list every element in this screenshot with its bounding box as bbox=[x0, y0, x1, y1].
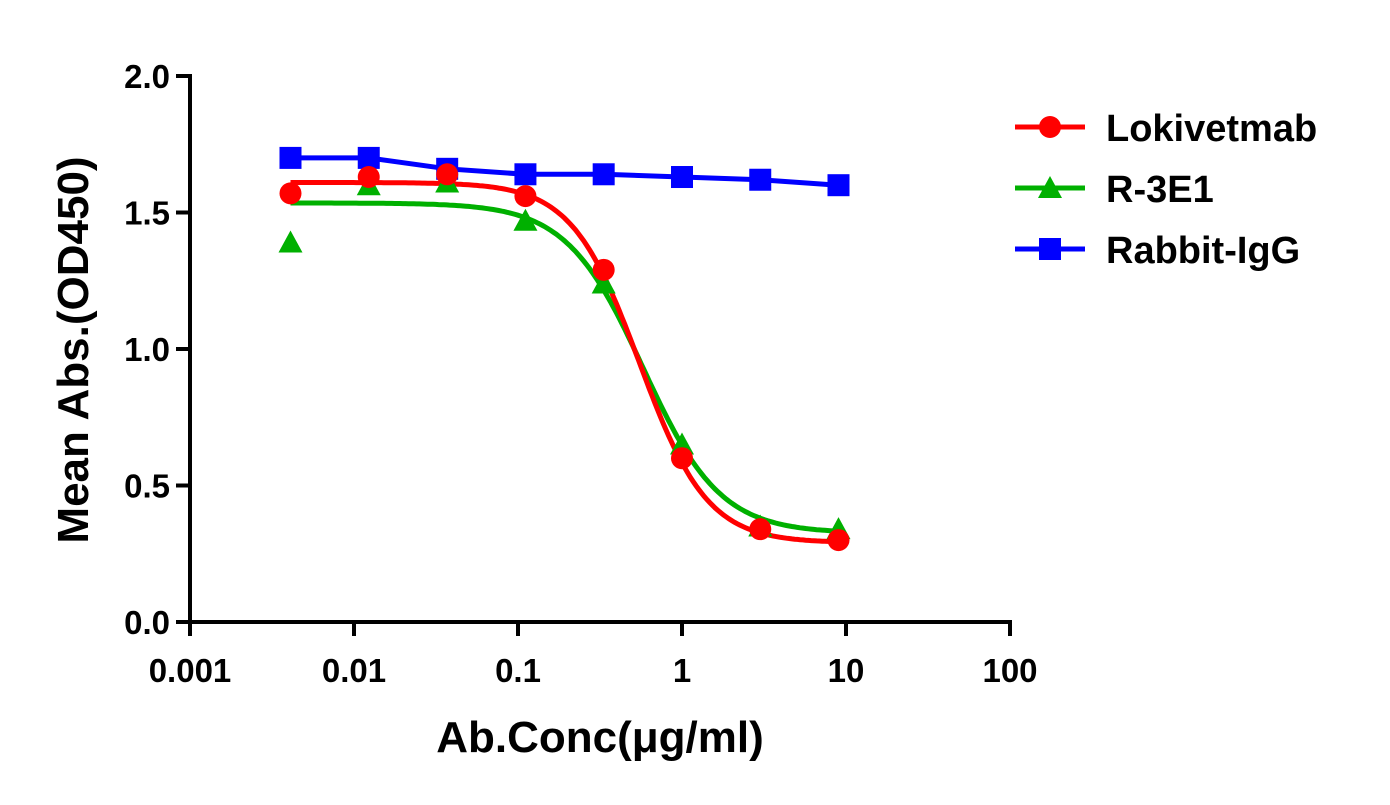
x-tick-label: 0.1 bbox=[495, 652, 541, 689]
legend-square-icon bbox=[1039, 238, 1061, 260]
data-point-rabbit-igg bbox=[357, 146, 380, 169]
y-tick-label: 2.0 bbox=[124, 58, 170, 95]
legend-item-r-3e1: R-3E1 bbox=[1015, 169, 1214, 211]
y-ticks: 0.0 0.5 1.0 1.5 2.0 bbox=[124, 58, 190, 641]
y-tick-label: 0.0 bbox=[124, 604, 170, 641]
data-point-lokivetmab bbox=[357, 166, 380, 189]
data-point-rabbit-igg bbox=[592, 163, 615, 186]
data-point-rabbit-igg bbox=[671, 166, 693, 189]
x-tick-label: 0.01 bbox=[322, 652, 386, 689]
y-tick-label: 0.5 bbox=[124, 468, 170, 505]
series-line-lokivetmab bbox=[290, 180, 839, 545]
x-axis-label: Ab.Conc(μg/ml) bbox=[436, 713, 764, 762]
x-tick-label: 1 bbox=[673, 652, 691, 689]
legend-label: R-3E1 bbox=[1106, 169, 1214, 211]
x-tick-label: 100 bbox=[982, 652, 1037, 689]
x-tick-label: 0.001 bbox=[149, 652, 232, 689]
legend-circle-icon bbox=[1039, 116, 1061, 138]
x-ticks: 0.001 0.01 0.1 1 10 100 bbox=[149, 622, 1038, 689]
data-point-r-3e1 bbox=[278, 230, 303, 253]
data-point-r-3e1 bbox=[591, 271, 616, 294]
legend-item-rabbit-igg: Rabbit-IgG bbox=[1015, 230, 1300, 272]
legend-item-lokivetmab: Lokivetmab bbox=[1015, 108, 1317, 150]
data-point-lokivetmab bbox=[749, 518, 772, 541]
legend-label: Rabbit-IgG bbox=[1106, 230, 1300, 272]
data-point-lokivetmab bbox=[671, 447, 693, 470]
legend-triangle-icon bbox=[1038, 176, 1062, 198]
series-line-rabbit-igg bbox=[290, 155, 839, 188]
legend-label: Lokivetmab bbox=[1106, 108, 1317, 150]
data-point-rabbit-igg bbox=[827, 174, 850, 197]
data-point-r-3e1 bbox=[513, 208, 538, 231]
data-point-rabbit-igg bbox=[514, 163, 537, 186]
data-point-lokivetmab bbox=[436, 163, 459, 186]
data-point-rabbit-igg bbox=[749, 168, 772, 191]
data-point-lokivetmab bbox=[514, 185, 537, 208]
series-lines bbox=[290, 155, 839, 545]
x-tick-label: 10 bbox=[828, 652, 865, 689]
y-axis-label: Mean Abs.(OD450) bbox=[49, 156, 98, 543]
data-point-lokivetmab bbox=[279, 182, 302, 205]
data-point-lokivetmab bbox=[592, 258, 615, 281]
y-tick-label: 1.0 bbox=[124, 331, 170, 368]
data-point-lokivetmab bbox=[827, 529, 850, 552]
legend: Lokivetmab R-3E1 Rabbit-IgG bbox=[1015, 108, 1317, 272]
series-line-r-3e1 bbox=[290, 200, 839, 534]
data-point-rabbit-igg bbox=[279, 146, 302, 169]
y-tick-label: 1.5 bbox=[124, 195, 170, 232]
series-markers bbox=[278, 146, 851, 552]
